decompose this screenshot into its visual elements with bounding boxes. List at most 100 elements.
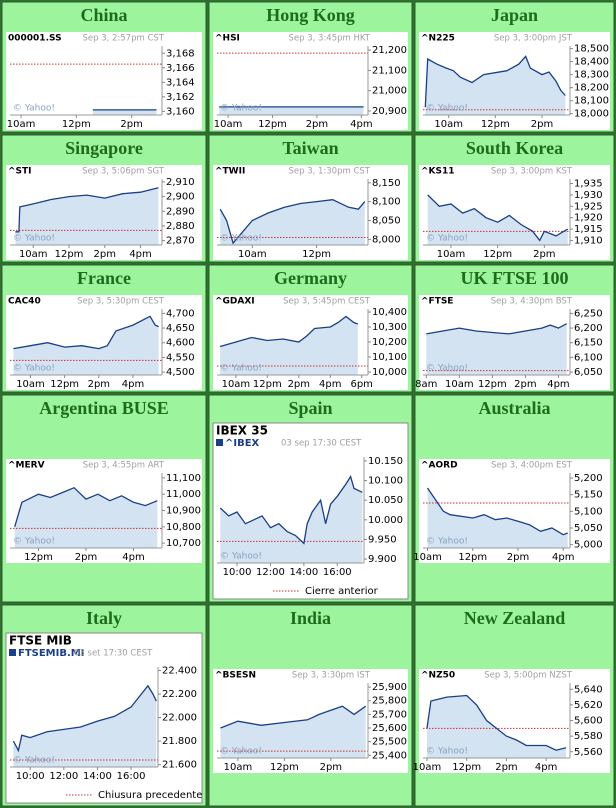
x-tick-label: 4pm <box>122 552 144 563</box>
y-tick-label: 10,100 <box>372 352 407 363</box>
symbol: ^MERV <box>8 461 45 471</box>
prev-close-label: Cierre anterior <box>305 586 379 597</box>
symbol: ^NZ50 <box>421 671 455 681</box>
y-tick-label: 18,000 <box>574 109 609 120</box>
y-tick-label: 11,000 <box>166 489 201 500</box>
source: © Yahoo! <box>220 552 262 562</box>
y-tick-label: 10,900 <box>166 506 201 517</box>
x-tick-label: 2pm <box>507 552 529 563</box>
timestamp: Sep 3, 4:00pm EST <box>491 461 573 471</box>
y-tick-label: 10,000 <box>372 367 407 378</box>
y-tick-label: 5,580 <box>574 731 603 742</box>
region-title: New Zealand <box>464 608 566 628</box>
y-tick-label: 5,600 <box>574 716 603 727</box>
x-tick-label: 16:00 <box>117 771 146 782</box>
index-name: FTSE MIB <box>9 634 72 648</box>
timestamp: 03 set 17:30 CEST <box>74 649 153 659</box>
x-tick-label: 10am <box>238 249 267 260</box>
source: © Yahoo! <box>220 747 262 757</box>
y-tick-label: 18,500 <box>574 44 609 55</box>
y-tick-label: 1,935 <box>574 179 603 190</box>
price-line <box>219 475 363 545</box>
x-tick-label: 12pm <box>55 249 84 260</box>
source: © Yahoo! <box>220 364 262 374</box>
area-fill <box>427 194 568 245</box>
x-tick-label: 6pm <box>350 379 372 390</box>
y-tick-label: 25,500 <box>372 737 407 748</box>
y-tick-label: 9.950 <box>368 534 397 545</box>
y-tick-label: 8,050 <box>372 215 401 226</box>
y-tick-label: 2,890 <box>166 206 195 217</box>
x-tick-label: 12pm <box>483 249 512 260</box>
y-tick-label: 18,200 <box>574 83 609 94</box>
x-tick-label: 14:00 <box>83 771 112 782</box>
y-tick-label: 2,910 <box>166 177 195 188</box>
legend-swatch <box>216 439 223 446</box>
region-title: Italy <box>86 608 122 628</box>
y-tick-label: 1,915 <box>574 224 603 235</box>
x-tick-label: 2pm <box>533 249 555 260</box>
y-tick-label: 6,200 <box>574 323 603 334</box>
area-fill <box>15 187 159 245</box>
price-line <box>220 705 367 729</box>
x-tick-label: 12pm <box>24 552 53 563</box>
y-tick-label: 10,300 <box>372 322 407 333</box>
y-tick-label: 3,168 <box>166 48 195 59</box>
region-title: China <box>80 5 127 25</box>
y-tick-label: 5,200 <box>574 473 603 484</box>
x-tick-label: 10am <box>7 119 36 130</box>
symbol: ^KS11 <box>421 167 455 177</box>
x-tick-label: 12pm <box>452 762 481 773</box>
x-tick-label: 10am <box>224 762 253 773</box>
timestamp: Sep 3, 5:06pm SGT <box>82 167 165 177</box>
y-tick-label: 18,400 <box>574 57 609 68</box>
x-tick-label: 2pm <box>94 249 116 260</box>
region-title: South Korea <box>466 138 563 158</box>
region-title: Germany <box>274 268 347 288</box>
price-line <box>14 486 158 527</box>
x-tick-label: 4pm <box>129 249 151 260</box>
x-tick-label: 12pm <box>302 249 331 260</box>
x-tick-label: 2pm <box>531 119 553 130</box>
source: © Yahoo! <box>13 364 55 374</box>
x-tick-label: 2pm <box>88 379 110 390</box>
x-tick-label: 12pm <box>478 379 507 390</box>
symbol: 000001.SS <box>8 34 62 44</box>
y-tick-label: 25,700 <box>372 709 407 720</box>
region-title: France <box>77 268 131 288</box>
x-tick-label: 4pm <box>350 119 372 130</box>
area-fill <box>220 706 366 758</box>
x-tick-label: 10am <box>222 379 251 390</box>
y-tick-label: 10,400 <box>372 307 407 318</box>
x-tick-label: 10am <box>19 249 48 260</box>
y-tick-label: 5,050 <box>574 523 603 534</box>
x-tick-label: 12pm <box>458 552 487 563</box>
y-tick-label: 1,910 <box>574 235 603 246</box>
x-tick-label: 12pm <box>253 379 282 390</box>
timestamp: Sep 3, 5:45pm CEST <box>283 297 371 307</box>
x-tick-label: 10am <box>434 119 463 130</box>
y-tick-label: 10,800 <box>166 522 201 533</box>
source: © Yahoo! <box>426 104 468 114</box>
y-tick-label: 5,620 <box>574 700 603 711</box>
y-tick-label: 25,900 <box>372 682 407 693</box>
price-line <box>219 315 359 348</box>
area-fill <box>92 109 157 115</box>
y-tick-label: 21.800 <box>162 736 197 747</box>
area-fill <box>427 488 568 548</box>
x-tick-label: 4pm <box>319 379 341 390</box>
x-tick-label: 10:00 <box>16 771 45 782</box>
region-title: Taiwan <box>282 138 338 158</box>
y-tick-label: 21.600 <box>162 760 197 771</box>
y-tick-label: 22.400 <box>162 666 197 677</box>
x-tick-label: 4pm <box>552 552 574 563</box>
y-tick-label: 10.000 <box>368 515 403 526</box>
area-fill <box>220 316 358 375</box>
y-tick-label: 3,166 <box>166 63 195 74</box>
y-tick-label: 1,920 <box>574 213 603 224</box>
timestamp: Sep 3, 5:30pm CEST <box>77 297 165 307</box>
region-title: Argentina BUSE <box>39 398 169 418</box>
symbol: ^IBEX <box>225 438 260 449</box>
timestamp: Sep 3, 5:00pm NZST <box>484 671 573 681</box>
